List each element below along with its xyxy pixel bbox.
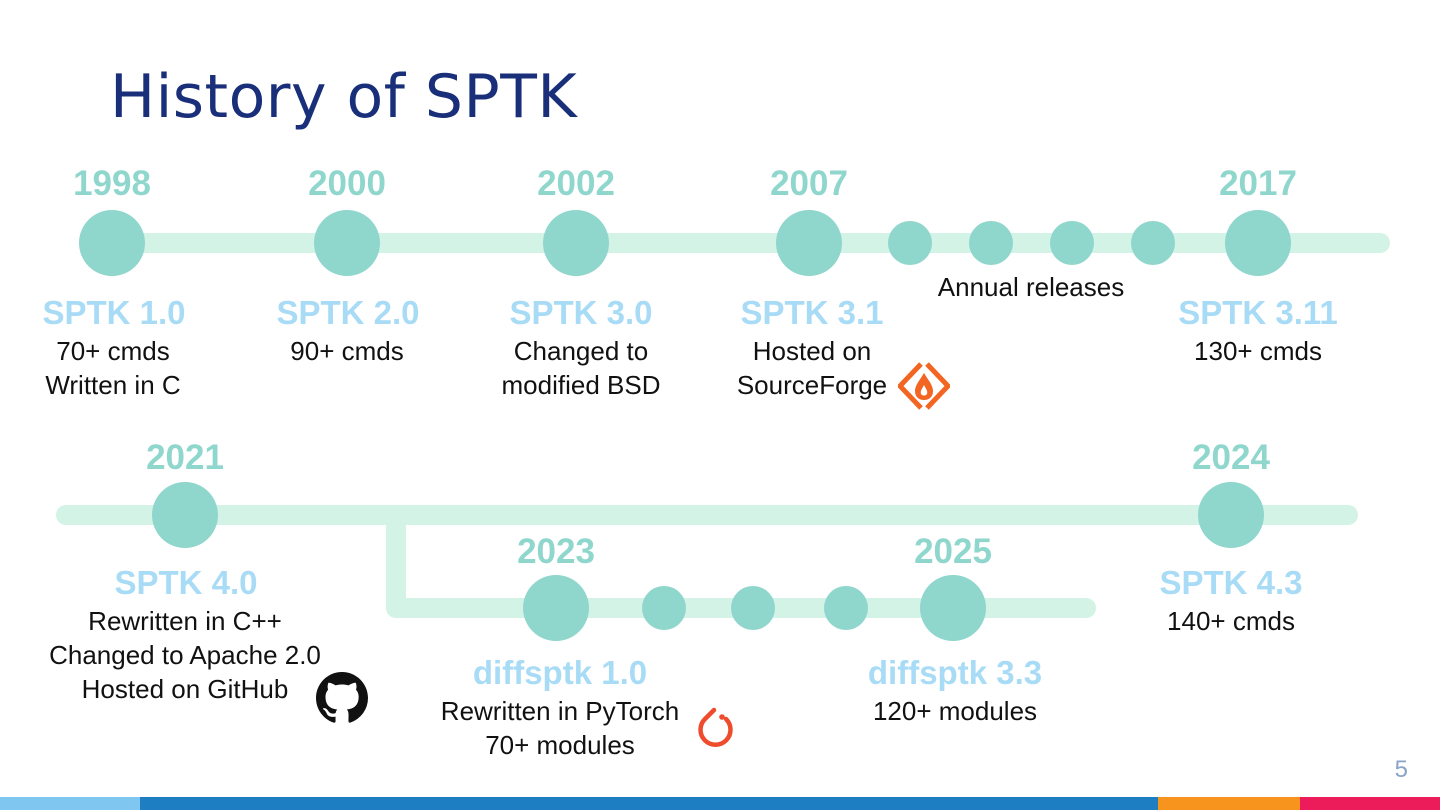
version-label: SPTK 2.0 [276, 294, 420, 331]
version-label: diffsptk 3.3 [867, 654, 1043, 691]
release-node [642, 586, 686, 630]
timeline-node-1998 [79, 210, 145, 276]
version-label: SPTK 4.3 [1159, 564, 1303, 601]
timeline-node-2023 [523, 575, 589, 641]
footer-bar-pink [1300, 797, 1440, 810]
milestone-description: 70+ cmds Written in C [45, 334, 180, 402]
year-label: 1998 [73, 164, 151, 203]
year-label: 2023 [517, 532, 595, 571]
milestone-description: Hosted on SourceForge [737, 334, 887, 402]
timeline-node-2017 [1225, 210, 1291, 276]
description-line: Rewritten in C++ [88, 606, 282, 636]
description-line: SourceForge [736, 370, 888, 400]
year-label: 2002 [537, 164, 615, 203]
description-line: Written in C [45, 370, 181, 400]
milestone-description: 130+ cmds [1194, 334, 1322, 368]
footer-bar-orange [1158, 797, 1300, 810]
description-line: Hosted on GitHub [81, 674, 289, 704]
timeline-node-2000 [314, 210, 380, 276]
annual-release-node [969, 221, 1013, 265]
description-line: 70+ cmds [56, 336, 170, 366]
description-line: Changed to [513, 336, 649, 366]
description-line: Rewritten in PyTorch [440, 696, 680, 726]
milestone-description: 120+ modules [873, 694, 1037, 728]
year-label: 2024 [1192, 438, 1270, 477]
year-label: 2021 [146, 438, 224, 477]
release-node [824, 586, 868, 630]
version-label: SPTK 1.0 [42, 294, 186, 331]
milestone-description: 140+ cmds [1167, 604, 1295, 638]
slide-title: History of SPTK [110, 62, 578, 132]
year-label: 2025 [914, 532, 992, 571]
annual-release-node [888, 221, 932, 265]
year-label: 2000 [308, 164, 386, 203]
sourceforge-icon [898, 362, 950, 410]
description-line: Changed to Apache 2.0 [49, 640, 321, 670]
description-line: 70+ modules [485, 730, 635, 760]
annual-release-node [1131, 221, 1175, 265]
milestone-description: Rewritten in C++ Changed to Apache 2.0 H… [49, 604, 321, 706]
version-label: SPTK 3.1 [740, 294, 884, 331]
timeline-node-2021 [152, 482, 218, 548]
version-label: diffsptk 1.0 [472, 654, 648, 691]
footer-bar-blue [140, 797, 1158, 810]
timeline-node-2025 [920, 575, 986, 641]
timeline-node-2007 [776, 210, 842, 276]
pytorch-icon [698, 707, 733, 747]
release-node [731, 586, 775, 630]
version-label: SPTK 4.0 [114, 564, 258, 601]
version-label: SPTK 3.11 [1178, 294, 1338, 331]
annual-releases-label: Annual releases [937, 272, 1125, 302]
description-line: modified BSD [501, 370, 661, 400]
footer-bar-light-blue [0, 797, 140, 810]
version-label: SPTK 3.0 [509, 294, 653, 331]
timeline-node-2002 [543, 210, 609, 276]
github-icon [316, 672, 368, 723]
milestone-description: 90+ cmds [290, 334, 403, 368]
description-line: Hosted on [752, 336, 872, 366]
timeline-node-2024 [1198, 482, 1264, 548]
annual-release-node [1050, 221, 1094, 265]
milestone-description: Rewritten in PyTorch 70+ modules [441, 694, 679, 762]
description-line: 90+ cmds [290, 336, 404, 366]
description-line: 120+ modules [872, 696, 1038, 726]
description-line: 130+ cmds [1194, 336, 1322, 366]
description-line: 140+ cmds [1167, 606, 1295, 636]
year-label: 2007 [770, 164, 848, 203]
year-label: 2017 [1219, 164, 1297, 203]
milestone-description: Changed to modified BSD [502, 334, 661, 402]
page-number: 5 [1394, 756, 1408, 783]
